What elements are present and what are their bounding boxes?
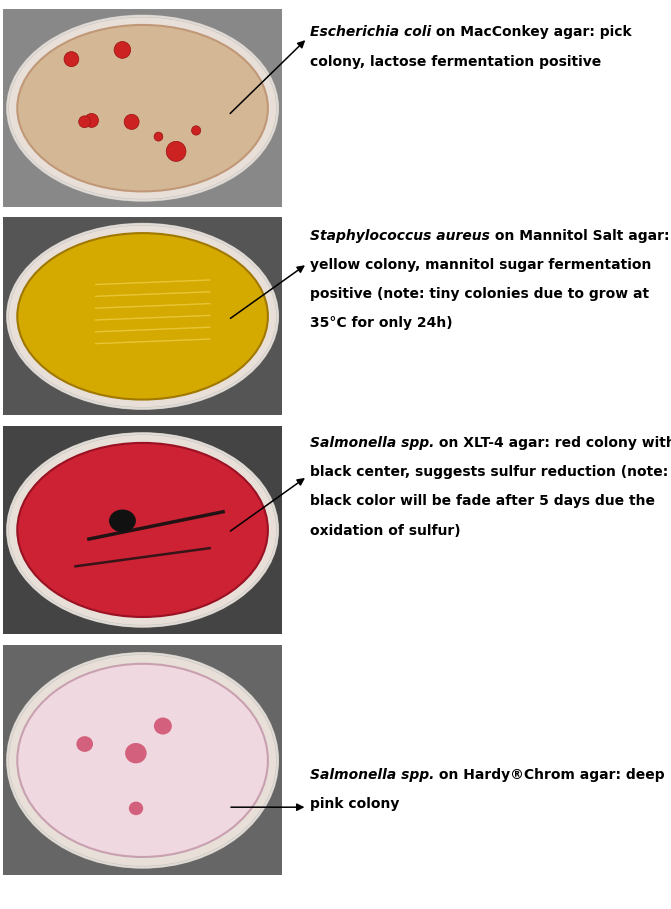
Ellipse shape xyxy=(191,125,201,135)
Ellipse shape xyxy=(7,16,278,200)
Text: black color will be fade after 5 days due the: black color will be fade after 5 days du… xyxy=(310,494,655,508)
Ellipse shape xyxy=(129,802,143,815)
Ellipse shape xyxy=(17,233,268,400)
Ellipse shape xyxy=(74,268,227,357)
Bar xyxy=(3,645,282,875)
Ellipse shape xyxy=(85,114,99,127)
Text: pink colony: pink colony xyxy=(310,797,399,811)
Text: on MacConkey agar: pick: on MacConkey agar: pick xyxy=(431,25,632,39)
Bar xyxy=(3,9,282,207)
Ellipse shape xyxy=(74,479,227,573)
Text: positive (note: tiny colonies due to grow at: positive (note: tiny colonies due to gro… xyxy=(310,287,649,301)
Ellipse shape xyxy=(76,736,93,752)
Text: colony, lactose fermentation positive: colony, lactose fermentation positive xyxy=(310,55,601,68)
Ellipse shape xyxy=(74,704,227,807)
Ellipse shape xyxy=(124,115,139,129)
Ellipse shape xyxy=(79,115,91,127)
Ellipse shape xyxy=(7,654,278,867)
Text: oxidation of sulfur): oxidation of sulfur) xyxy=(310,524,460,537)
Ellipse shape xyxy=(154,132,163,141)
Bar xyxy=(3,426,282,634)
Text: on XLT-4 agar: red colony with: on XLT-4 agar: red colony with xyxy=(434,436,671,450)
Text: 35°C for only 24h): 35°C for only 24h) xyxy=(310,316,453,330)
Ellipse shape xyxy=(7,434,278,626)
Ellipse shape xyxy=(154,717,172,734)
Bar xyxy=(3,217,282,415)
Ellipse shape xyxy=(7,225,278,408)
Text: yellow colony, mannitol sugar fermentation: yellow colony, mannitol sugar fermentati… xyxy=(310,258,652,272)
Ellipse shape xyxy=(17,25,268,192)
Text: on Hardy®Chrom agar: deep: on Hardy®Chrom agar: deep xyxy=(434,768,665,782)
Ellipse shape xyxy=(17,443,268,617)
Text: Staphylococcus aureus: Staphylococcus aureus xyxy=(310,229,490,243)
Text: on Mannitol Salt agar:: on Mannitol Salt agar: xyxy=(490,229,670,243)
Text: Escherichia coli: Escherichia coli xyxy=(310,25,431,39)
Text: black center, suggests sulfur reduction (note:: black center, suggests sulfur reduction … xyxy=(310,465,668,479)
Ellipse shape xyxy=(17,664,268,857)
Ellipse shape xyxy=(166,142,186,162)
Ellipse shape xyxy=(74,60,227,149)
Ellipse shape xyxy=(64,52,79,66)
Text: Salmonella spp.: Salmonella spp. xyxy=(310,436,434,450)
Ellipse shape xyxy=(114,42,131,58)
Ellipse shape xyxy=(109,509,136,533)
Text: Salmonella spp.: Salmonella spp. xyxy=(310,768,434,782)
Ellipse shape xyxy=(125,743,147,764)
